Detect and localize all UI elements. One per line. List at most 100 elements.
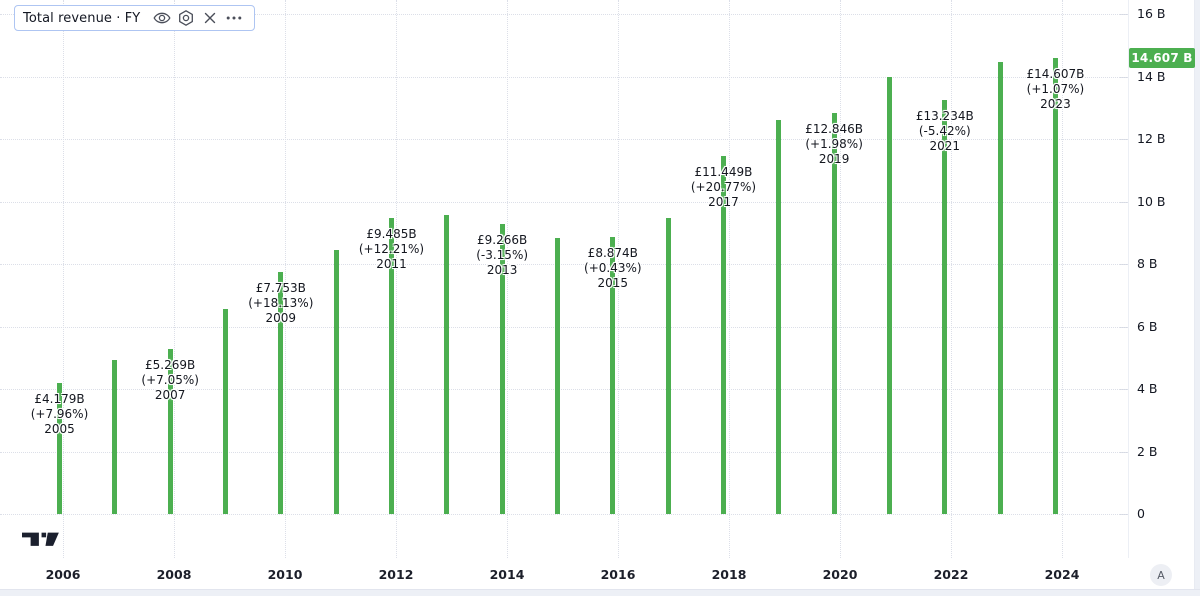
time-axis[interactable]: 2006 2008 2010 2012 2014 2016 2018 2020 2022 2024 — [0, 558, 1128, 589]
bar-annotation-2023: £14.607B (+1.07%) 2023 — [1027, 67, 1085, 112]
bar-annotation-2013: £9.266B (-3.15%) 2013 — [476, 233, 528, 278]
bar-2019[interactable] — [831, 112, 837, 514]
ellipsis-icon[interactable] — [223, 7, 245, 29]
bar-annotation-2009: £7.753B (+18.13%) 2009 — [248, 281, 313, 326]
annotation-change: (-3.15%) — [476, 248, 529, 263]
annotation-value: £13.234B — [915, 109, 974, 124]
time-tick-label: 2022 — [933, 567, 969, 582]
time-tick-label: 2006 — [45, 567, 81, 582]
bar-annotation-2021: £13.234B (-5.42%) 2021 — [916, 109, 974, 154]
annotation-year: 2017 — [708, 195, 739, 210]
annotation-change: (+20.77%) — [690, 180, 757, 195]
annotation-change: (+18.13%) — [248, 295, 314, 310]
bar-2006[interactable] — [112, 360, 118, 514]
indicator-legend[interactable]: Total revenue · FY — [14, 5, 256, 31]
annotation-value: £11.449B — [694, 165, 753, 180]
bar-2009[interactable] — [278, 271, 284, 514]
bar-2011[interactable] — [388, 217, 394, 514]
bar-2023[interactable] — [1052, 57, 1058, 514]
price-tick-label: 6 B — [1137, 318, 1158, 334]
v-gridline — [507, 0, 508, 558]
annotation-value: £5.269B — [145, 358, 196, 373]
bar-2008[interactable] — [222, 309, 228, 514]
time-tick-label: 2008 — [156, 567, 192, 582]
time-tick-label: 2020 — [822, 567, 858, 582]
annotation-year: 2021 — [929, 139, 961, 154]
price-tick-label: 16 B — [1137, 6, 1166, 21]
eye-icon[interactable] — [151, 7, 173, 29]
annotation-change: (+0.43%) — [584, 260, 642, 275]
annotation-change: (+1.07%) — [1026, 81, 1085, 96]
bar-2005[interactable] — [57, 383, 62, 514]
bar-annotation-2005: £4.179B (+7.96%) 2005 — [31, 392, 89, 437]
annotation-value: £9.485B — [366, 226, 417, 241]
price-tick-label: 14 B — [1137, 68, 1166, 84]
bar-2014[interactable] — [554, 237, 560, 514]
v-gridline — [285, 0, 286, 558]
h-gridline — [0, 389, 1128, 390]
bar-2018[interactable] — [776, 120, 782, 514]
annotation-change: (+12.21%) — [358, 241, 425, 256]
annotation-year: 2023 — [1040, 96, 1071, 111]
close-icon[interactable] — [199, 7, 221, 29]
v-gridline — [951, 0, 952, 558]
annotation-year: 2019 — [818, 151, 850, 166]
accessibility-button[interactable]: A — [1150, 564, 1172, 586]
bar-2015[interactable] — [610, 236, 616, 514]
indicator-title: Total revenue · FY — [23, 10, 141, 26]
bar-annotation-2019: £12.846B (+1.98%) 2019 — [805, 122, 863, 167]
bar-2021[interactable] — [942, 100, 948, 514]
tradingview-logo[interactable] — [22, 531, 59, 548]
v-gridline — [174, 0, 175, 558]
bar-2013[interactable] — [499, 224, 505, 514]
h-gridline — [0, 201, 1128, 203]
plot-area[interactable]: Total revenue · FY — [0, 0, 1128, 558]
price-tick-label: 4 B — [1137, 381, 1158, 396]
time-tick-label: 2016 — [600, 567, 636, 582]
bar-2007[interactable] — [167, 349, 173, 514]
h-gridline — [0, 451, 1128, 453]
annotation-value: £8.874B — [587, 245, 638, 260]
time-tick-label: 2024 — [1044, 567, 1080, 582]
price-tick-label: 10 B — [1137, 193, 1166, 209]
price-tick-label: 0 — [1137, 506, 1145, 521]
time-tick-label: 2018 — [711, 567, 747, 582]
bar-2020[interactable] — [886, 76, 892, 514]
h-gridline — [0, 139, 1128, 140]
annotation-year: 2013 — [486, 263, 518, 278]
bar-2012[interactable] — [444, 214, 450, 514]
time-tick-label: 2014 — [489, 567, 525, 582]
price-axis[interactable]: 14.607 B 16 B 14 B 12 B 10 B 8 B 6 B 4 B 2 B 0 — [1120, 0, 1195, 558]
bar-2010[interactable] — [333, 249, 339, 514]
price-tick-label: 12 B — [1137, 131, 1166, 146]
last-value-badge: 14.607 B — [1129, 47, 1195, 68]
right-scroll-strip — [1194, 0, 1200, 589]
bar-annotation-2011: £9.485B (+12.21%) 2011 — [359, 227, 424, 272]
annotation-change: (+7.96%) — [30, 407, 89, 422]
annotation-value: £12.846B — [805, 121, 864, 136]
v-gridline — [396, 0, 397, 558]
v-gridline — [63, 0, 64, 558]
annotation-year: 2015 — [597, 275, 629, 290]
annotation-value: £7.753B — [255, 280, 306, 295]
bar-2022[interactable] — [997, 62, 1003, 514]
annotation-year: 2011 — [376, 256, 407, 271]
v-gridline — [618, 0, 619, 558]
annotation-change: (+7.05%) — [141, 373, 199, 388]
annotation-year: 2009 — [265, 310, 297, 325]
v-gridline — [1062, 0, 1063, 558]
bar-annotation-2015: £8.874B (+0.43%) 2015 — [584, 246, 642, 291]
h-gridline — [0, 514, 1128, 515]
annotation-year: 2007 — [154, 388, 186, 403]
time-tick-label: 2012 — [378, 567, 414, 582]
annotation-value: £9.266B — [477, 233, 528, 248]
price-tick-label: 8 B — [1137, 256, 1158, 271]
bar-annotation-2007: £5.269B (+7.05%) 2007 — [141, 358, 199, 403]
bar-2016[interactable] — [665, 217, 671, 514]
bar-annotation-2017: £11.449B (+20.77%) 2017 — [691, 165, 756, 210]
time-tick-label: 2010 — [267, 567, 303, 582]
gear-icon[interactable] — [175, 7, 197, 29]
annotation-change: (+1.98%) — [805, 136, 863, 151]
annotation-year: 2005 — [44, 422, 75, 437]
bar-2017[interactable] — [720, 156, 726, 514]
